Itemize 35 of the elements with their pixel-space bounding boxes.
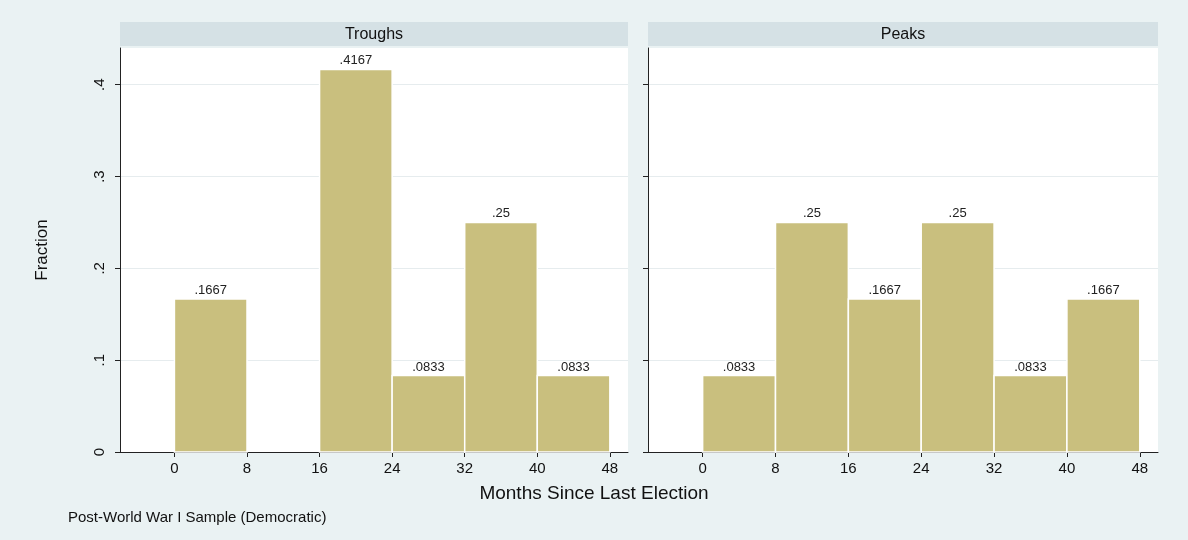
x-tick-label: 32: [456, 459, 474, 476]
x-tick-label: 40: [528, 459, 546, 476]
data-label: .4167: [339, 52, 373, 68]
x-tick-label: 24: [383, 459, 401, 476]
chart-title: Peaks: [648, 22, 1158, 46]
x-tick-label: 8: [771, 459, 780, 476]
x-tick-label: 40: [1058, 459, 1076, 476]
y-tick-label: .1: [90, 353, 107, 367]
data-label: .0833: [412, 358, 445, 374]
data-label: .1667: [1087, 281, 1120, 297]
y-tick-label: .3: [90, 170, 107, 183]
x-tick-label: 0: [698, 459, 707, 476]
x-axis-title: Months Since Last Election: [478, 482, 710, 504]
chart-title: Troughs: [120, 22, 628, 46]
text: Post-World War I Sample (Democratic): [68, 508, 327, 525]
x-tick-label: 8: [242, 459, 252, 476]
x-tick-label: 0: [170, 459, 179, 476]
y-tick-label: .4: [90, 78, 107, 91]
x-tick-label: 32: [985, 459, 1003, 476]
data-label: .25: [802, 205, 821, 221]
x-tick-label: 24: [912, 459, 930, 476]
y-tick-label: .2: [90, 262, 107, 275]
data-label: .0833: [1014, 358, 1047, 374]
y-axis-title: Fraction: [32, 219, 51, 281]
x-tick-label: 48: [1131, 459, 1149, 476]
data-label: .1667: [194, 281, 227, 297]
x-tick-label: 16: [311, 459, 328, 476]
data-label: .25: [491, 205, 511, 221]
data-label: .1667: [868, 281, 902, 297]
data-label: .0833: [557, 358, 590, 374]
data-label: .25: [948, 205, 967, 221]
x-tick-label: 16: [840, 459, 857, 476]
x-tick-label: 48: [601, 459, 619, 476]
data-label: .0833: [722, 358, 756, 374]
y-tick-label: 0: [90, 447, 107, 457]
